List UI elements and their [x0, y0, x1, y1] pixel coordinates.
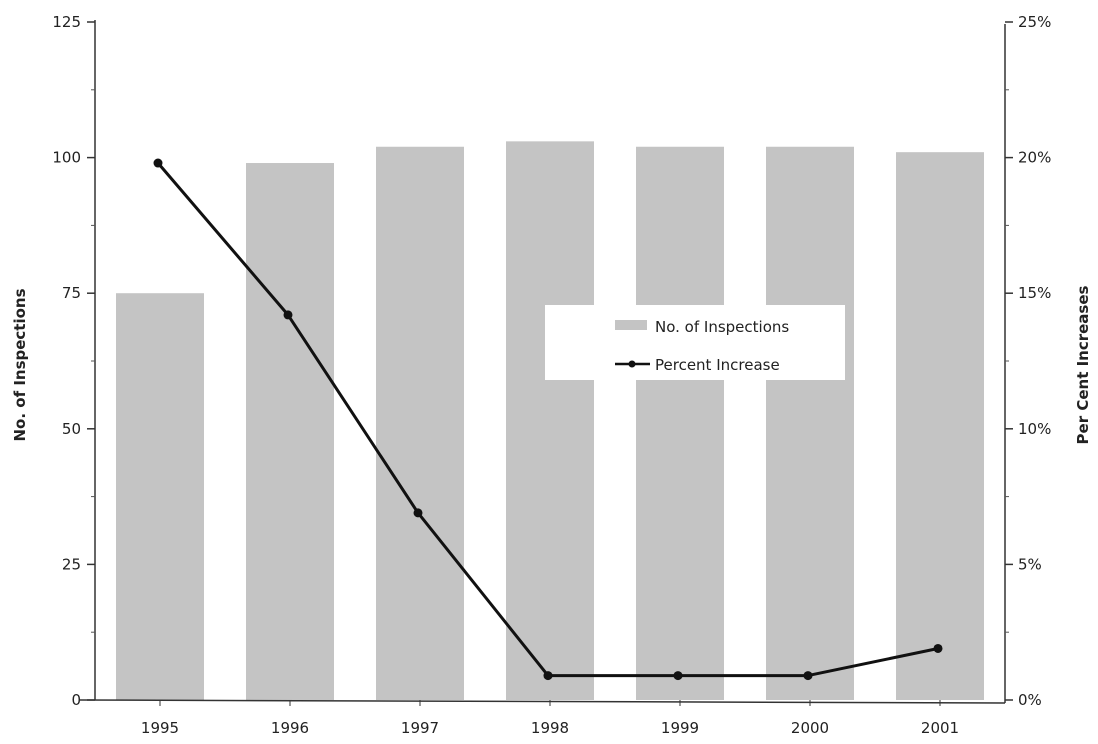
bar-1996 — [246, 163, 334, 701]
x-axis-line — [79, 699, 1006, 704]
x-labels-group: 1995 1996 1997 1998 1999 2000 2001 — [141, 700, 959, 737]
right-tick-label: 10% — [1018, 420, 1051, 438]
right-tick-label: 15% — [1018, 284, 1051, 302]
x-tick-label-1996: 1996 — [271, 719, 309, 737]
line-point-1998 — [543, 671, 553, 681]
right-tick-label: 20% — [1018, 149, 1051, 167]
line-point-1995 — [153, 158, 163, 168]
bar-1999 — [636, 146, 724, 700]
line-point-1997 — [413, 508, 423, 518]
legend-label-line: Percent Increase — [655, 356, 780, 374]
axes-group — [79, 20, 1006, 704]
x-tick-label-2001: 2001 — [921, 719, 959, 737]
x-tick-label-1997: 1997 — [401, 719, 439, 737]
x-tick-label-1995: 1995 — [141, 719, 179, 737]
right-tick-label: 0% — [1018, 691, 1042, 709]
bar-1997 — [376, 146, 464, 700]
line-point-2001 — [933, 643, 943, 653]
y-axis-title-left: No. of Inspections — [11, 288, 29, 441]
x-tick-label-2000: 2000 — [791, 719, 829, 737]
right-tick-label: 25% — [1018, 13, 1051, 31]
left-ticks-group: 0 25 50 75 100 125 — [52, 13, 95, 709]
left-tick-label: 125 — [52, 13, 81, 31]
legend-swatch-bar — [615, 320, 647, 330]
line-series-group — [153, 158, 943, 681]
legend-box — [545, 305, 845, 380]
line-point-2000 — [803, 671, 813, 681]
bar-2001 — [896, 152, 984, 700]
legend: No. of Inspections Percent Increase — [545, 305, 845, 380]
bar-1998 — [506, 141, 594, 700]
legend-swatch-marker — [628, 360, 636, 368]
bars-group — [116, 141, 984, 701]
left-tick-label: 75 — [62, 284, 81, 302]
bar-2000 — [766, 146, 854, 700]
left-tick-label: 25 — [62, 555, 81, 573]
line-point-1999 — [673, 671, 683, 681]
line-point-1996 — [283, 310, 293, 320]
legend-label-bar: No. of Inspections — [655, 318, 789, 336]
left-tick-label: 100 — [52, 149, 81, 167]
y-axis-title-right: Per Cent Increases — [1074, 285, 1092, 444]
bar-1995 — [116, 293, 204, 700]
left-tick-label: 50 — [62, 420, 81, 438]
left-tick-label: 0 — [71, 691, 81, 709]
right-ticks-group: 0% 5% 10% 15% 20% 25% — [1005, 13, 1051, 709]
right-tick-label: 5% — [1018, 555, 1042, 573]
x-tick-label-1999: 1999 — [661, 719, 699, 737]
x-tick-label-1998: 1998 — [531, 719, 569, 737]
